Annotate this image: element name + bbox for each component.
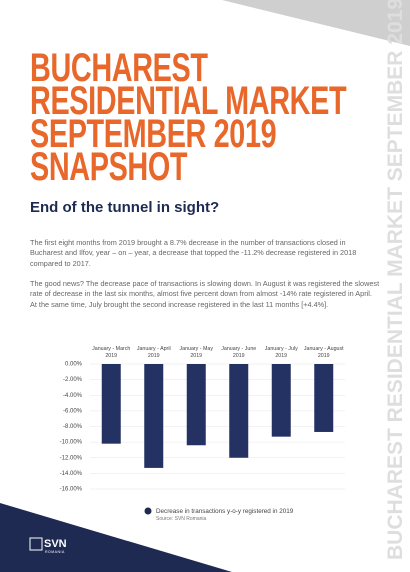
paragraph: The first eight months from 2019 brought… — [30, 238, 357, 268]
x-tick-label: January - August 2019 — [303, 346, 344, 359]
y-tick-label: -10.00% — [60, 440, 83, 446]
bar — [229, 364, 249, 458]
y-tick-label: 0.00% — [65, 362, 83, 368]
title-line: SEPTEMBER 2019 — [30, 112, 277, 156]
bar — [186, 364, 206, 446]
y-tick-label: -12.00% — [60, 455, 83, 461]
corner-shape — [222, 0, 410, 46]
legend-label: Decrease in transactions y-o-y registere… — [156, 508, 294, 515]
bar — [101, 364, 121, 444]
paragraph: The good news? The decrease pace of tran… — [30, 279, 380, 309]
y-tick-label: -6.00% — [63, 408, 83, 414]
x-tick-label: January - July 2019 — [264, 346, 298, 359]
logo: SVN — [44, 538, 67, 550]
title-line: BUCHAREST — [30, 46, 208, 90]
side-text: BUCHAREST RESIDENTIAL MARKET SEPTEMBER 2… — [384, 0, 407, 560]
x-tick-label: January - March 2019 — [92, 346, 131, 359]
x-tick-label: January - April 2019 — [136, 346, 171, 359]
y-tick-label: -4.00% — [63, 393, 83, 399]
x-tick-label: January - June 2019 — [221, 346, 257, 359]
y-tick-label: -16.00% — [60, 487, 83, 493]
title-line: SNAPSHOT — [30, 145, 188, 189]
subtitle: End of the tunnel in sight? — [30, 199, 220, 216]
bar — [314, 364, 334, 432]
title-line: RESIDENTIAL MARKET — [30, 79, 347, 123]
y-tick-label: -8.00% — [63, 424, 83, 430]
y-tick-label: -2.00% — [63, 377, 83, 383]
x-tick-label: January - May 2019 — [179, 346, 214, 359]
y-tick-label: -14.00% — [60, 471, 83, 477]
logo-sub: ROMANIA — [45, 550, 65, 554]
logo-icon — [29, 537, 43, 551]
bar — [144, 364, 164, 468]
bar — [271, 364, 291, 437]
corner-shape — [0, 503, 232, 572]
source: Source: SVN Romania — [156, 516, 207, 522]
legend-marker — [144, 507, 152, 515]
